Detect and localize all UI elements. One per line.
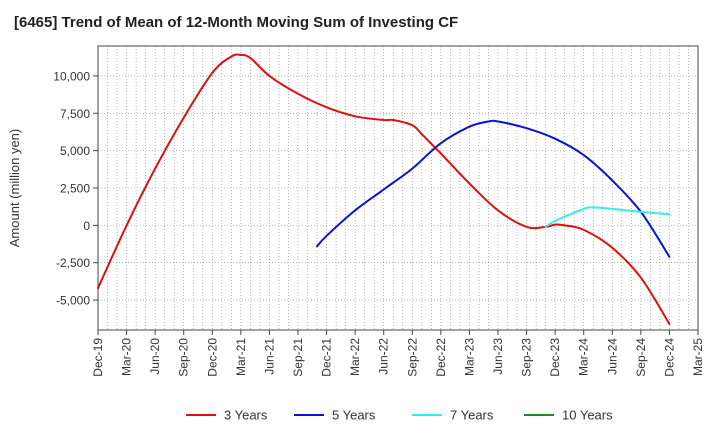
x-tick-label: Sep-20 bbox=[177, 338, 191, 377]
x-tick-label: Sep-22 bbox=[405, 338, 419, 377]
x-tick-label: Jun-22 bbox=[377, 338, 391, 375]
x-tick-label: Mar-22 bbox=[348, 338, 362, 376]
x-tick-label: Dec-22 bbox=[434, 338, 448, 377]
legend-label: 5 Years bbox=[332, 408, 376, 423]
y-tick-label: 2,500 bbox=[60, 182, 90, 196]
y-tick-label: 0 bbox=[83, 219, 90, 233]
x-tick-label: Dec-21 bbox=[320, 338, 334, 377]
x-tick-label: Mar-25 bbox=[691, 338, 705, 376]
y-tick-label: -5,000 bbox=[56, 294, 90, 308]
x-tick-label: Mar-23 bbox=[462, 338, 476, 376]
x-tick-label: Sep-23 bbox=[520, 338, 534, 377]
y-axis-label: Amount (million yen) bbox=[7, 129, 22, 248]
x-tick-label: Jun-24 bbox=[605, 338, 619, 375]
legend: 3 Years 5 Years 7 Years 10 Years bbox=[186, 408, 613, 423]
x-tick-label: Jun-21 bbox=[262, 338, 276, 375]
series-line-7-years bbox=[544, 206, 671, 228]
x-tick-label: Dec-20 bbox=[205, 338, 219, 377]
x-tick-label: Jun-20 bbox=[148, 338, 162, 375]
legend-label: 7 Years bbox=[450, 408, 494, 423]
y-tick-label: 5,000 bbox=[60, 144, 90, 158]
x-tick-label: Dec-24 bbox=[662, 338, 676, 377]
grid bbox=[97, 46, 699, 330]
y-axis: -5,000 -2,500 0 2,500 5,000 7,500 10,000 bbox=[53, 69, 98, 308]
x-tick-label: Jun-23 bbox=[491, 338, 505, 375]
chart-title: [6465] Trend of Mean of 12-Month Moving … bbox=[14, 14, 459, 31]
x-tick-label: Mar-24 bbox=[577, 338, 591, 376]
y-tick-label: 7,500 bbox=[60, 107, 90, 121]
x-tick-label: Dec-23 bbox=[548, 338, 562, 377]
y-tick-label: 10,000 bbox=[53, 69, 90, 83]
x-axis: Dec-19 Mar-20 Jun-20 Sep-20 Dec-20 Mar-21 Jun-… bbox=[91, 330, 705, 377]
y-tick-label: -2,500 bbox=[56, 256, 90, 270]
series bbox=[97, 53, 671, 325]
legend-label: 3 Years bbox=[224, 408, 268, 423]
x-tick-label: Mar-20 bbox=[120, 338, 134, 376]
x-tick-label: Sep-21 bbox=[291, 338, 305, 377]
x-tick-label: Mar-21 bbox=[234, 338, 248, 376]
legend-label: 10 Years bbox=[562, 408, 613, 423]
series-line-3-years bbox=[97, 53, 671, 325]
series-line-5-years bbox=[316, 119, 671, 258]
x-tick-label: Dec-19 bbox=[91, 338, 105, 377]
x-tick-label: Sep-24 bbox=[634, 338, 648, 377]
